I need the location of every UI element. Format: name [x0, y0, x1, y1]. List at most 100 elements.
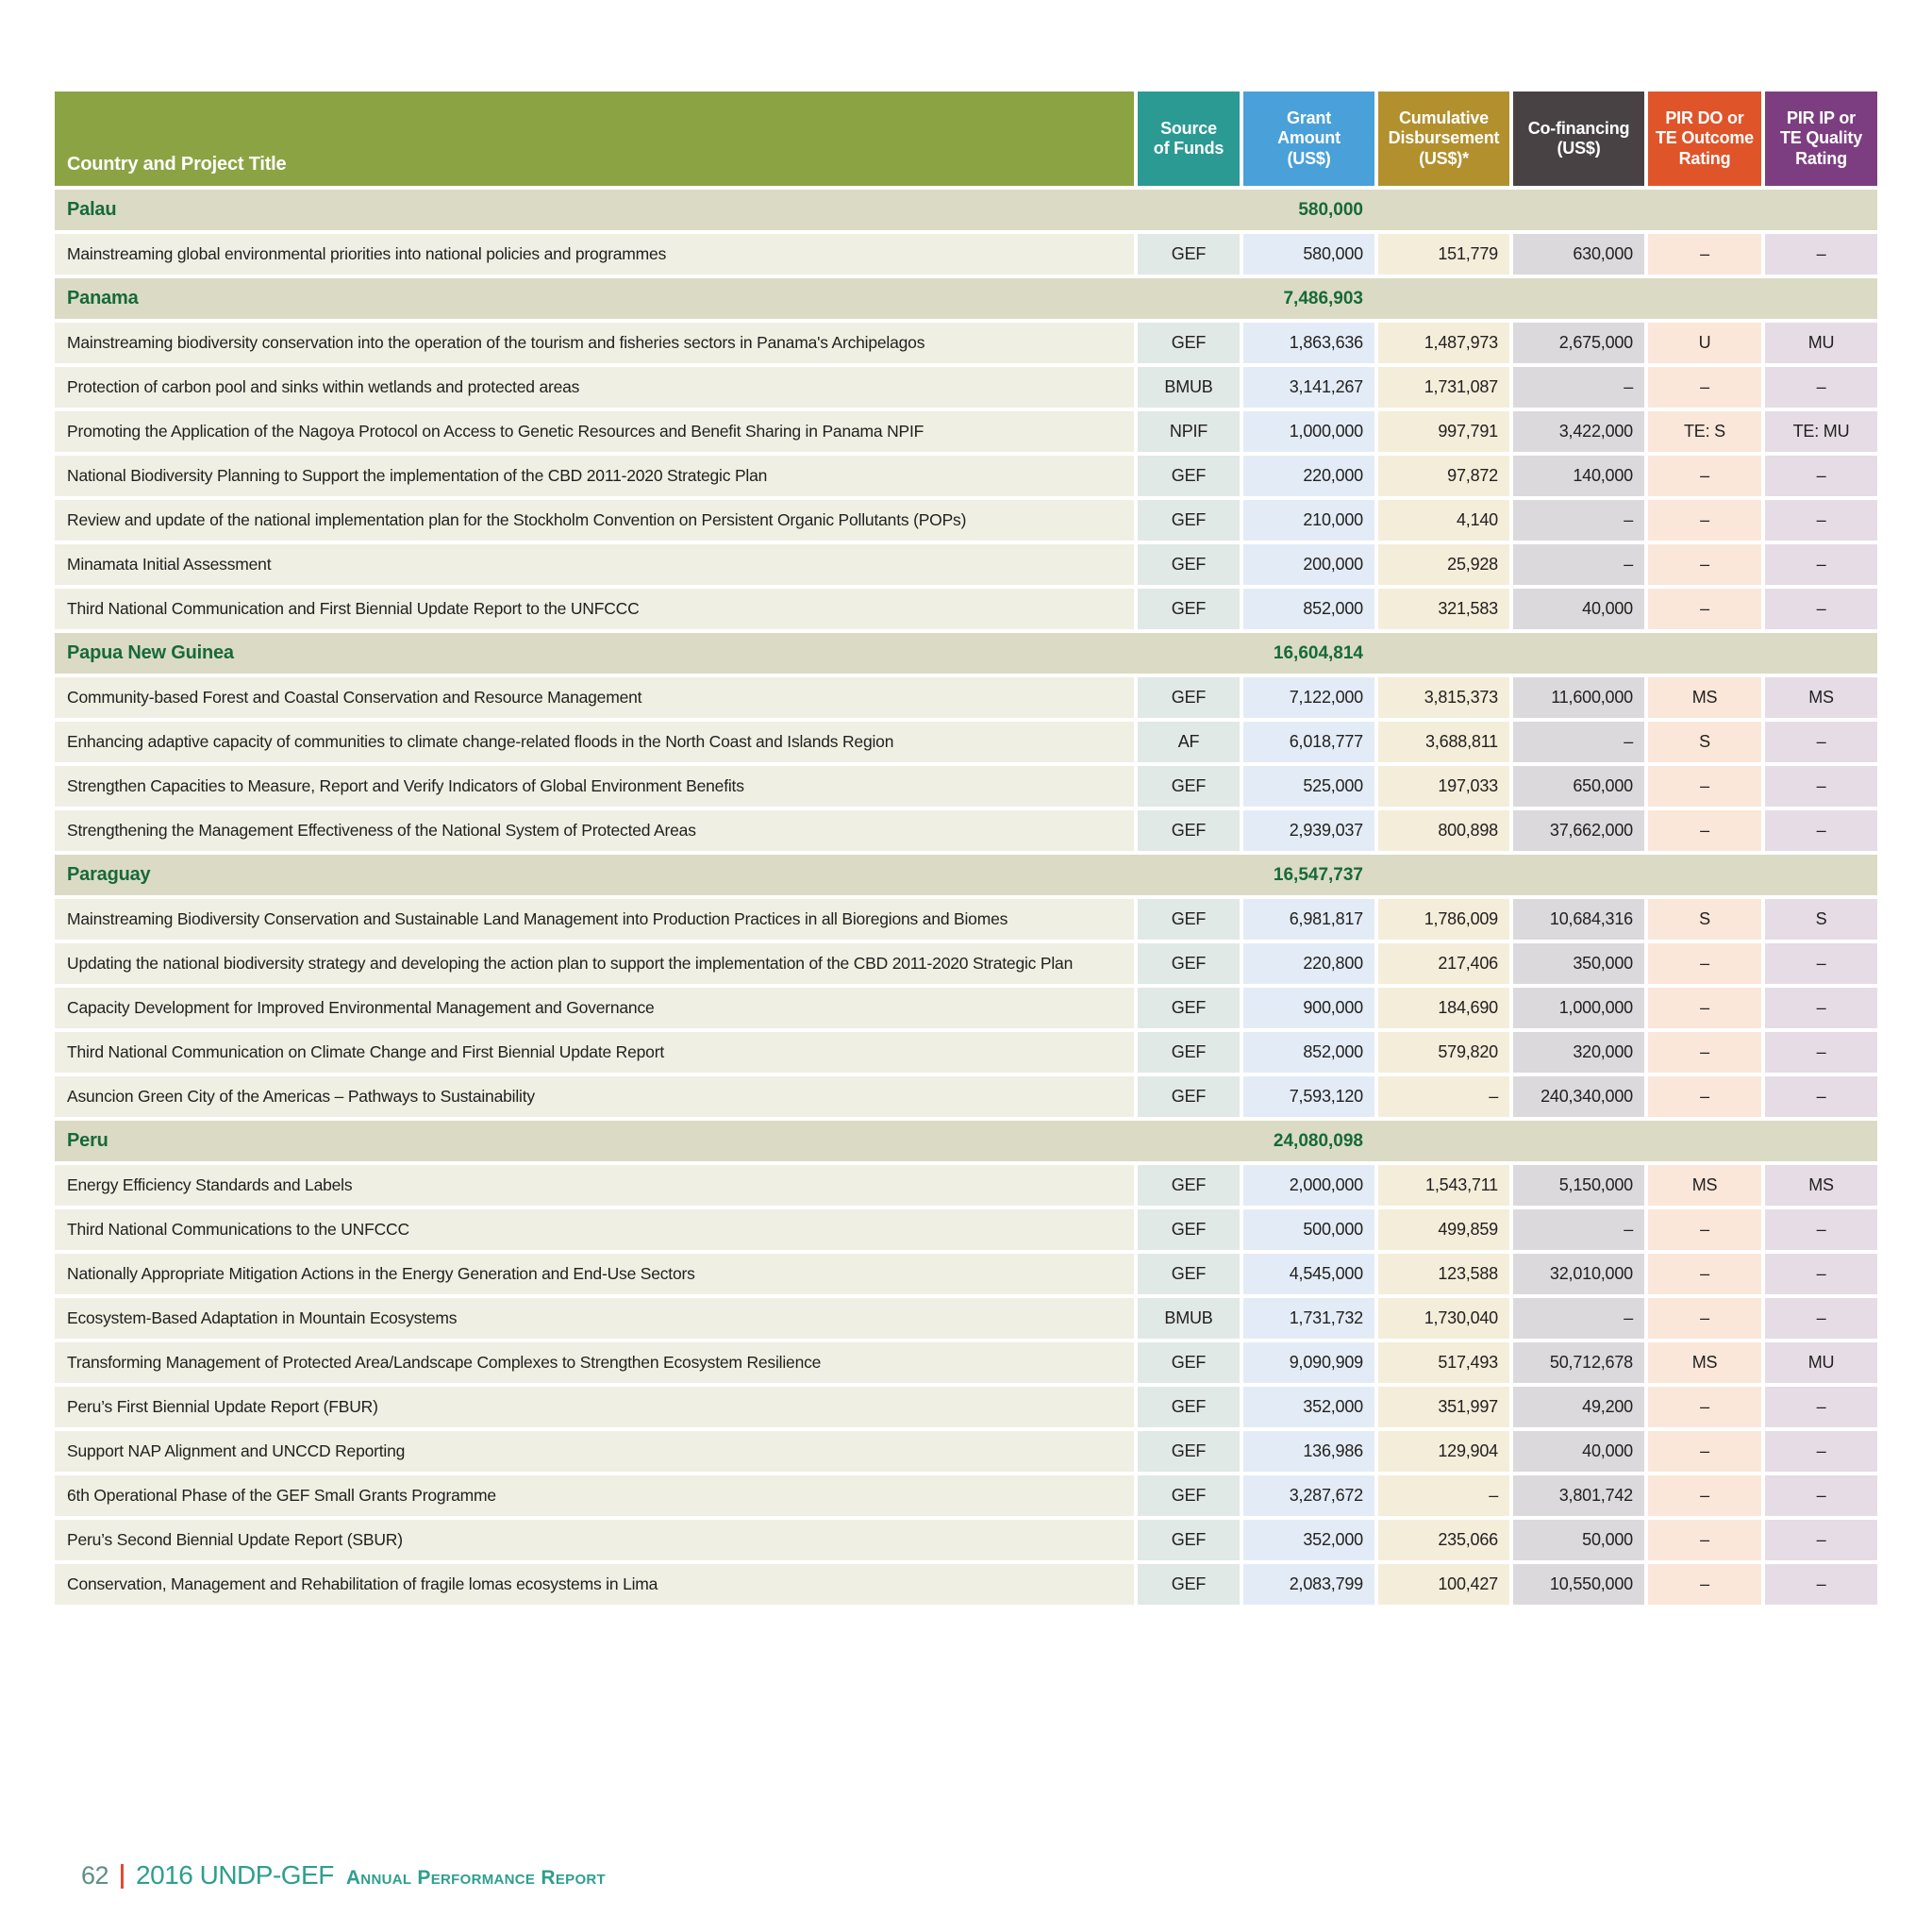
source-of-funds-value: NPIF [1138, 411, 1240, 452]
project-title: Strengthening the Management Effectivene… [55, 810, 1134, 851]
pir-do-rating-value: – [1648, 1520, 1761, 1560]
grant-amount-value: 6,018,777 [1243, 722, 1374, 762]
pir-do-rating-value: S [1648, 722, 1761, 762]
project-title: Community-based Forest and Coastal Conse… [55, 677, 1134, 718]
grant-amount-value: 525,000 [1243, 766, 1374, 807]
country-grant-total: 16,547,737 [1273, 865, 1363, 885]
project-row: Third National Communication on Climate … [55, 1032, 1877, 1073]
grant-amount-value: 9,090,909 [1243, 1342, 1374, 1383]
cumulative-disbursement-value: 579,820 [1378, 1032, 1509, 1073]
project-row: Strengthening the Management Effectivene… [55, 810, 1877, 851]
source-of-funds-value: GEF [1138, 234, 1240, 275]
co-financing-value: 49,200 [1513, 1387, 1644, 1427]
cumulative-disbursement-value: 1,731,087 [1378, 367, 1509, 408]
co-financing-value: – [1513, 544, 1644, 585]
project-title: Third National Communication on Climate … [55, 1032, 1134, 1073]
pir-ip-rating-value: – [1765, 1298, 1877, 1339]
pir-ip-rating-value: – [1765, 1387, 1877, 1427]
grant-amount-value: 352,000 [1243, 1520, 1374, 1560]
project-title: 6th Operational Phase of the GEF Small G… [55, 1475, 1134, 1516]
source-of-funds-value: GEF [1138, 1387, 1240, 1427]
pir-do-rating-value: – [1648, 1475, 1761, 1516]
grant-amount-value: 352,000 [1243, 1387, 1374, 1427]
project-row: Enhancing adaptive capacity of communiti… [55, 722, 1877, 762]
country-grant-total: 24,080,098 [1273, 1131, 1363, 1151]
grant-amount-value: 3,287,672 [1243, 1475, 1374, 1516]
cumulative-disbursement-value: – [1378, 1076, 1509, 1117]
cumulative-disbursement-value: 997,791 [1378, 411, 1509, 452]
cumulative-disbursement-value: 1,543,711 [1378, 1165, 1509, 1206]
project-title: Minamata Initial Assessment [55, 544, 1134, 585]
project-title: Energy Efficiency Standards and Labels [55, 1165, 1134, 1206]
project-title: Conservation, Management and Rehabilitat… [55, 1564, 1134, 1605]
grant-amount-value: 1,731,732 [1243, 1298, 1374, 1339]
pir-do-rating-value: – [1648, 1387, 1761, 1427]
column-header-grant-amount: Grant Amount (US$) [1243, 92, 1374, 186]
project-title: Strengthen Capacities to Measure, Report… [55, 766, 1134, 807]
co-financing-value: 5,150,000 [1513, 1165, 1644, 1206]
project-row: Community-based Forest and Coastal Conse… [55, 677, 1877, 718]
country-name: Papua New Guinea [67, 642, 234, 663]
cumulative-disbursement-value: 517,493 [1378, 1342, 1509, 1383]
cumulative-disbursement-value: 800,898 [1378, 810, 1509, 851]
cumulative-disbursement-value: 151,779 [1378, 234, 1509, 275]
source-of-funds-value: GEF [1138, 1209, 1240, 1250]
grant-amount-value: 580,000 [1243, 234, 1374, 275]
project-row: Ecosystem-Based Adaptation in Mountain E… [55, 1298, 1877, 1339]
column-header-pir-do-rating: PIR DO or TE Outcome Rating [1648, 92, 1761, 186]
source-of-funds-value: GEF [1138, 1342, 1240, 1383]
source-of-funds-value: GEF [1138, 766, 1240, 807]
grant-amount-value: 852,000 [1243, 589, 1374, 629]
co-financing-value: 140,000 [1513, 456, 1644, 496]
grant-amount-value: 2,939,037 [1243, 810, 1374, 851]
pir-ip-rating-value: – [1765, 500, 1877, 541]
column-header-co-financing: Co-financing (US$) [1513, 92, 1644, 186]
source-of-funds-value: GEF [1138, 1165, 1240, 1206]
pir-do-rating-value: – [1648, 234, 1761, 275]
table-header-row: Country and Project Title Source of Fund… [55, 92, 1877, 186]
country-total-row: Paraguay 16,547,737 [55, 855, 1877, 895]
pir-do-rating-value: TE: S [1648, 411, 1761, 452]
pir-do-rating-value: – [1648, 456, 1761, 496]
co-financing-value: 40,000 [1513, 1431, 1644, 1472]
pir-ip-rating-value: – [1765, 766, 1877, 807]
cumulative-disbursement-value: 351,997 [1378, 1387, 1509, 1427]
pir-do-rating-value: – [1648, 589, 1761, 629]
cumulative-disbursement-value: 3,815,373 [1378, 677, 1509, 718]
cumulative-disbursement-value: 197,033 [1378, 766, 1509, 807]
cumulative-disbursement-value: 321,583 [1378, 589, 1509, 629]
pir-ip-rating-value: – [1765, 1209, 1877, 1250]
source-of-funds-value: GEF [1138, 1431, 1240, 1472]
source-of-funds-value: GEF [1138, 500, 1240, 541]
project-title: Mainstreaming biodiversity conservation … [55, 323, 1134, 363]
grant-amount-value: 210,000 [1243, 500, 1374, 541]
pir-do-rating-value: MS [1648, 1165, 1761, 1206]
grant-amount-value: 852,000 [1243, 1032, 1374, 1073]
project-row: Strengthen Capacities to Measure, Report… [55, 766, 1877, 807]
pir-do-rating-value: – [1648, 367, 1761, 408]
co-financing-value: – [1513, 500, 1644, 541]
project-row: Peru’s Second Biennial Update Report (SB… [55, 1520, 1877, 1560]
pir-ip-rating-value: TE: MU [1765, 411, 1877, 452]
page-number: 62 [81, 1861, 109, 1890]
column-header-cumulative-disbursement: Cumulative Disbursement (US$)* [1378, 92, 1509, 186]
co-financing-value: 50,000 [1513, 1520, 1644, 1560]
page-footer: 62 2016 UNDP-GEF Annual Performance Repo… [81, 1860, 606, 1890]
co-financing-value: 11,600,000 [1513, 677, 1644, 718]
co-financing-value: 3,422,000 [1513, 411, 1644, 452]
project-title: Mainstreaming Biodiversity Conservation … [55, 899, 1134, 940]
co-financing-value: 320,000 [1513, 1032, 1644, 1073]
cumulative-disbursement-value: 1,786,009 [1378, 899, 1509, 940]
source-of-funds-value: AF [1138, 722, 1240, 762]
pir-do-rating-value: – [1648, 544, 1761, 585]
co-financing-value: 240,340,000 [1513, 1076, 1644, 1117]
cumulative-disbursement-value: 100,427 [1378, 1564, 1509, 1605]
project-row: Promoting the Application of the Nagoya … [55, 411, 1877, 452]
pir-do-rating-value: – [1648, 943, 1761, 984]
co-financing-value: 10,550,000 [1513, 1564, 1644, 1605]
country-grant-total: 16,604,814 [1273, 643, 1363, 663]
co-financing-value: – [1513, 1298, 1644, 1339]
project-row: Review and update of the national implem… [55, 500, 1877, 541]
performance-table: Country and Project Title Source of Fund… [55, 92, 1877, 1608]
